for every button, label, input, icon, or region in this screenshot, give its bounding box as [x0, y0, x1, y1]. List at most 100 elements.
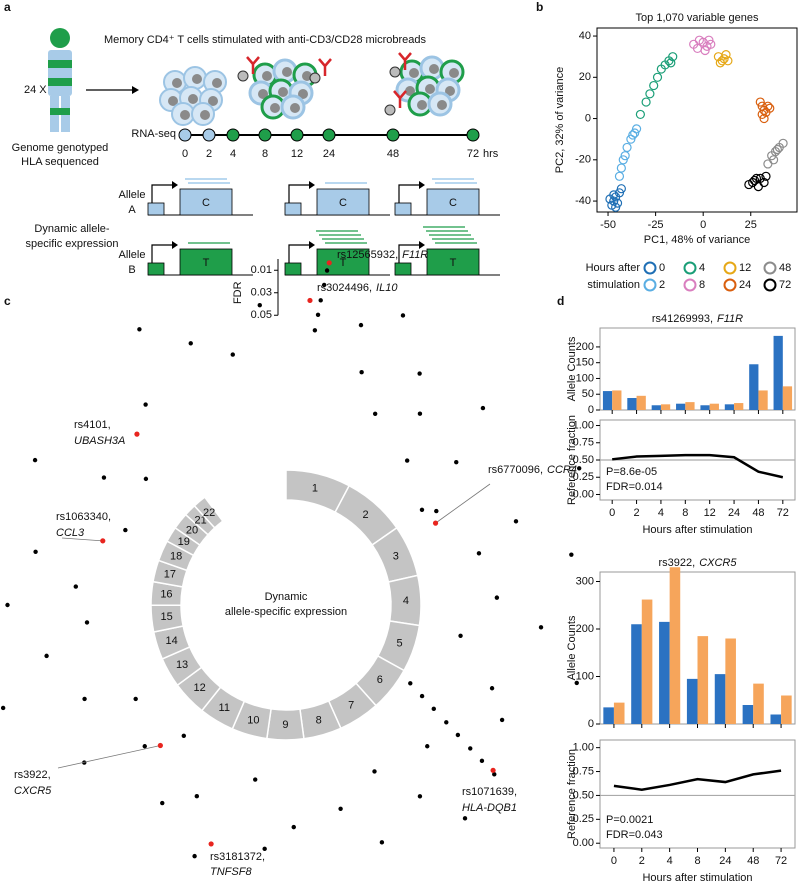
bar — [753, 683, 764, 724]
x-tick-label: 4 — [667, 855, 673, 867]
dot — [230, 352, 235, 357]
antibody — [318, 58, 332, 76]
y-tick-label: 0.01 — [251, 264, 272, 276]
point — [721, 50, 731, 60]
legend-swatch — [723, 278, 737, 292]
exon — [316, 188, 370, 216]
timepoint-label: 0 — [182, 148, 188, 160]
cell-nucleus — [168, 96, 178, 106]
point — [761, 171, 771, 181]
dot — [73, 584, 79, 589]
cell-nucleus — [282, 67, 292, 77]
dot — [499, 717, 505, 723]
dot — [318, 298, 323, 303]
annotation-gene: CCL3 — [56, 527, 85, 539]
y-axis-label: PC2, 32% of variance — [554, 67, 566, 173]
dot — [455, 732, 461, 738]
annotation: rs1063340, — [56, 511, 111, 523]
dot — [32, 457, 38, 463]
gene-name: CXCR5 — [699, 557, 737, 569]
chart-title: Top 1,070 variable genes — [636, 12, 759, 24]
point — [656, 64, 666, 74]
donor-caption: Genome genotyped — [12, 142, 109, 154]
promoter — [147, 262, 165, 276]
x-tick-label: 4 — [658, 507, 664, 519]
stat-annotation: P=8.6e-05 — [606, 466, 657, 478]
y-axis-label: Reference fraction — [566, 749, 578, 839]
annotation-gene: HLA-DQB1 — [462, 802, 517, 814]
dot — [576, 466, 582, 471]
dot — [160, 800, 165, 806]
panel-label: c — [4, 294, 11, 308]
bar — [781, 695, 792, 724]
x-axis-label: Hours after stimulation — [642, 524, 752, 536]
legend-title: stimulation — [587, 279, 640, 291]
bar — [742, 705, 754, 724]
timepoint-label: 48 — [387, 148, 399, 160]
point — [763, 101, 773, 111]
promoter — [147, 202, 165, 216]
microbead — [237, 70, 249, 82]
chromosome-label: 16 — [160, 589, 172, 601]
annotation-gene: UBASH3A — [74, 435, 125, 447]
dot — [417, 411, 423, 416]
dot — [137, 327, 142, 332]
x-tick-label: 48 — [752, 507, 764, 519]
promoter — [284, 262, 302, 276]
dot — [417, 371, 422, 376]
point — [641, 97, 651, 107]
microbead — [309, 72, 321, 84]
timepoint-label: 24 — [323, 148, 335, 160]
chromosome-label: 19 — [178, 536, 190, 548]
chromosome-sector — [193, 496, 224, 529]
stat-annotation: P=0.0021 — [606, 814, 653, 826]
x-tick-label: 8 — [694, 855, 700, 867]
leader-line — [61, 537, 103, 542]
cell-nucleus — [449, 68, 459, 78]
timepoint-label: 72 — [467, 148, 479, 160]
point — [759, 113, 769, 124]
y-tick-label: 40 — [579, 30, 591, 42]
legend-label: 2 — [659, 279, 665, 291]
annotation: rs6770096, CCR4 — [488, 464, 577, 476]
gene-name: IL10 — [376, 282, 398, 294]
stat-annotation: FDR=0.043 — [606, 829, 663, 841]
chromosome-label: 22 — [203, 507, 215, 519]
allele-base: C — [202, 197, 210, 209]
point — [635, 109, 645, 120]
y-tick-label: 0.03 — [251, 287, 272, 299]
tss-arrow — [398, 244, 419, 263]
antibody — [246, 56, 260, 74]
antibody — [398, 52, 412, 70]
cell-nucleus — [278, 87, 288, 97]
x-tick-label: 48 — [747, 855, 759, 867]
dot — [479, 758, 485, 764]
x-axis-label: Hours after stimulation — [642, 872, 752, 881]
bar — [724, 404, 735, 410]
x-tick-label: 12 — [704, 507, 716, 519]
timepoint — [466, 128, 480, 142]
exon — [426, 188, 480, 216]
bar — [709, 403, 719, 410]
dot — [262, 846, 267, 852]
cell-nucleus — [298, 89, 308, 99]
chromosome-label: 11 — [219, 702, 230, 714]
person-stripe — [48, 60, 72, 68]
y-tick-label: 200 — [576, 341, 594, 353]
point — [612, 198, 623, 208]
stat-annotation: FDR=0.014 — [606, 481, 663, 493]
y-tick-label: 100 — [576, 670, 594, 682]
bar — [758, 390, 768, 410]
cell-nucleus — [180, 110, 190, 120]
point — [763, 159, 773, 169]
timepoint — [202, 128, 216, 142]
line — [612, 453, 784, 479]
y-tick-label: 1.00 — [573, 419, 594, 431]
plot-frame — [596, 27, 798, 213]
x-tick-label: 24 — [728, 507, 740, 519]
point — [616, 163, 626, 173]
bar — [659, 621, 670, 724]
allele-base: T — [450, 257, 457, 269]
timepoint-label: 4 — [230, 148, 236, 160]
x-tick-label: 72 — [777, 507, 789, 519]
